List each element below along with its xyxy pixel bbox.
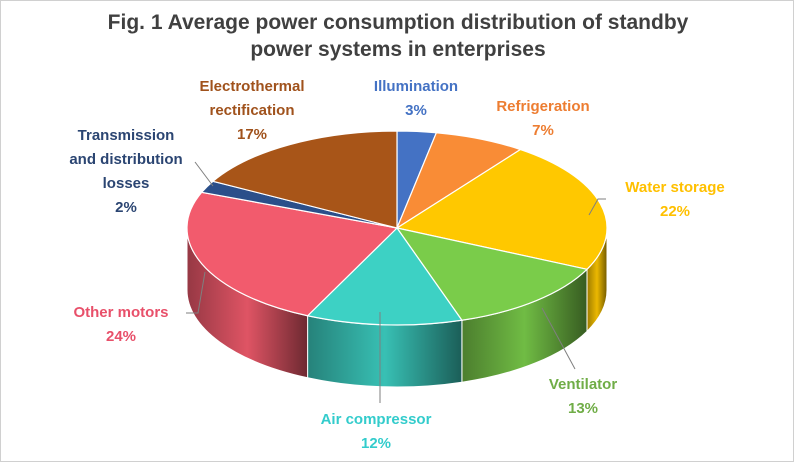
leader-line-transmission-and-distribution-losses [194,161,214,187]
pie-slice-other-motors [186,191,399,317]
pie-slices [186,130,608,326]
leader-line-ventilator [541,307,576,370]
chart-title-line-1: Fig. 1 Average power consumption distrib… [107,11,689,34]
category-label-ventilator: Ventilator [549,376,618,393]
category-label-electrothermal-rectification-2: rectification [209,102,294,119]
leader-line-water-storage [588,198,606,216]
chart-title: Fig. 1 Average power consumption distrib… [1,9,794,63]
pct-label-ventilator: 13% [568,400,598,417]
pie-slice-electrothermal-rectification [211,130,398,229]
category-label-water-storage: Water storage [625,179,724,196]
category-label-illumination: Illumination [374,78,458,95]
chart-title-line-2: power systems in enterprises [250,38,546,61]
pct-label-air-compressor: 12% [361,435,391,452]
category-label-electrothermal-rectification-1: Electrothermal [199,78,304,95]
pct-label-refrigeration: 7% [532,122,554,139]
pie-slice-air-compressor [306,227,463,326]
leader-line-other-motors [186,271,206,314]
category-label-transmission-and-distribution-losses-2: and distribution [69,151,182,168]
category-label-air-compressor: Air compressor [321,411,432,428]
data-labels: Illumination 3% Refrigeration 7% Water stora… [69,78,724,452]
pie-side-air-compressor [307,315,463,388]
category-label-transmission-and-distribution-losses-1: Transmission [78,127,175,144]
pct-label-electrothermal-rectification: 17% [237,126,267,143]
category-label-transmission-and-distribution-losses-3: losses [103,175,150,192]
category-label-refrigeration: Refrigeration [496,98,589,115]
pct-label-illumination: 3% [405,102,427,119]
category-label-other-motors: Other motors [73,304,168,321]
pct-label-transmission-and-distribution-losses: 2% [115,199,137,216]
pie-slice-ventilator [395,227,589,321]
pct-label-water-storage: 22% [660,203,690,220]
pct-label-other-motors: 24% [106,328,136,345]
